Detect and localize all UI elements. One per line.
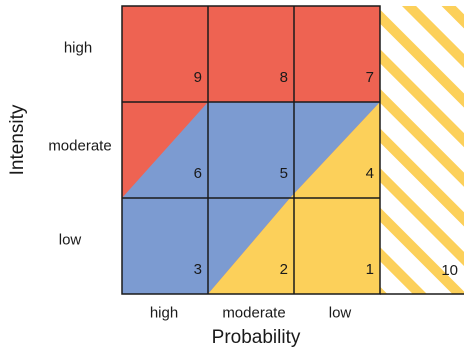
col-label-moderate: moderate — [222, 305, 285, 322]
row-label-low: low — [59, 232, 82, 249]
x-axis-title: Probability — [212, 327, 301, 349]
row-label-high: high — [64, 40, 92, 57]
cell-number-1: 1 — [366, 261, 374, 278]
zones — [122, 6, 380, 294]
cell-number-5: 5 — [280, 165, 288, 182]
row-label-moderate: moderate — [48, 138, 111, 155]
col-label-high: high — [150, 305, 178, 322]
zone-10-number: 10 — [441, 262, 458, 279]
zone-striped-10 — [380, 6, 464, 294]
y-axis-title: Intensity — [7, 105, 29, 176]
cell-number-2: 2 — [280, 261, 288, 278]
cell-number-4: 4 — [366, 165, 374, 182]
cell-number-7: 7 — [366, 69, 374, 86]
cell-number-9: 9 — [194, 69, 202, 86]
cell-number-6: 6 — [194, 165, 202, 182]
col-label-low: low — [329, 305, 352, 322]
cell-number-8: 8 — [280, 69, 288, 86]
cell-number-3: 3 — [194, 261, 202, 278]
